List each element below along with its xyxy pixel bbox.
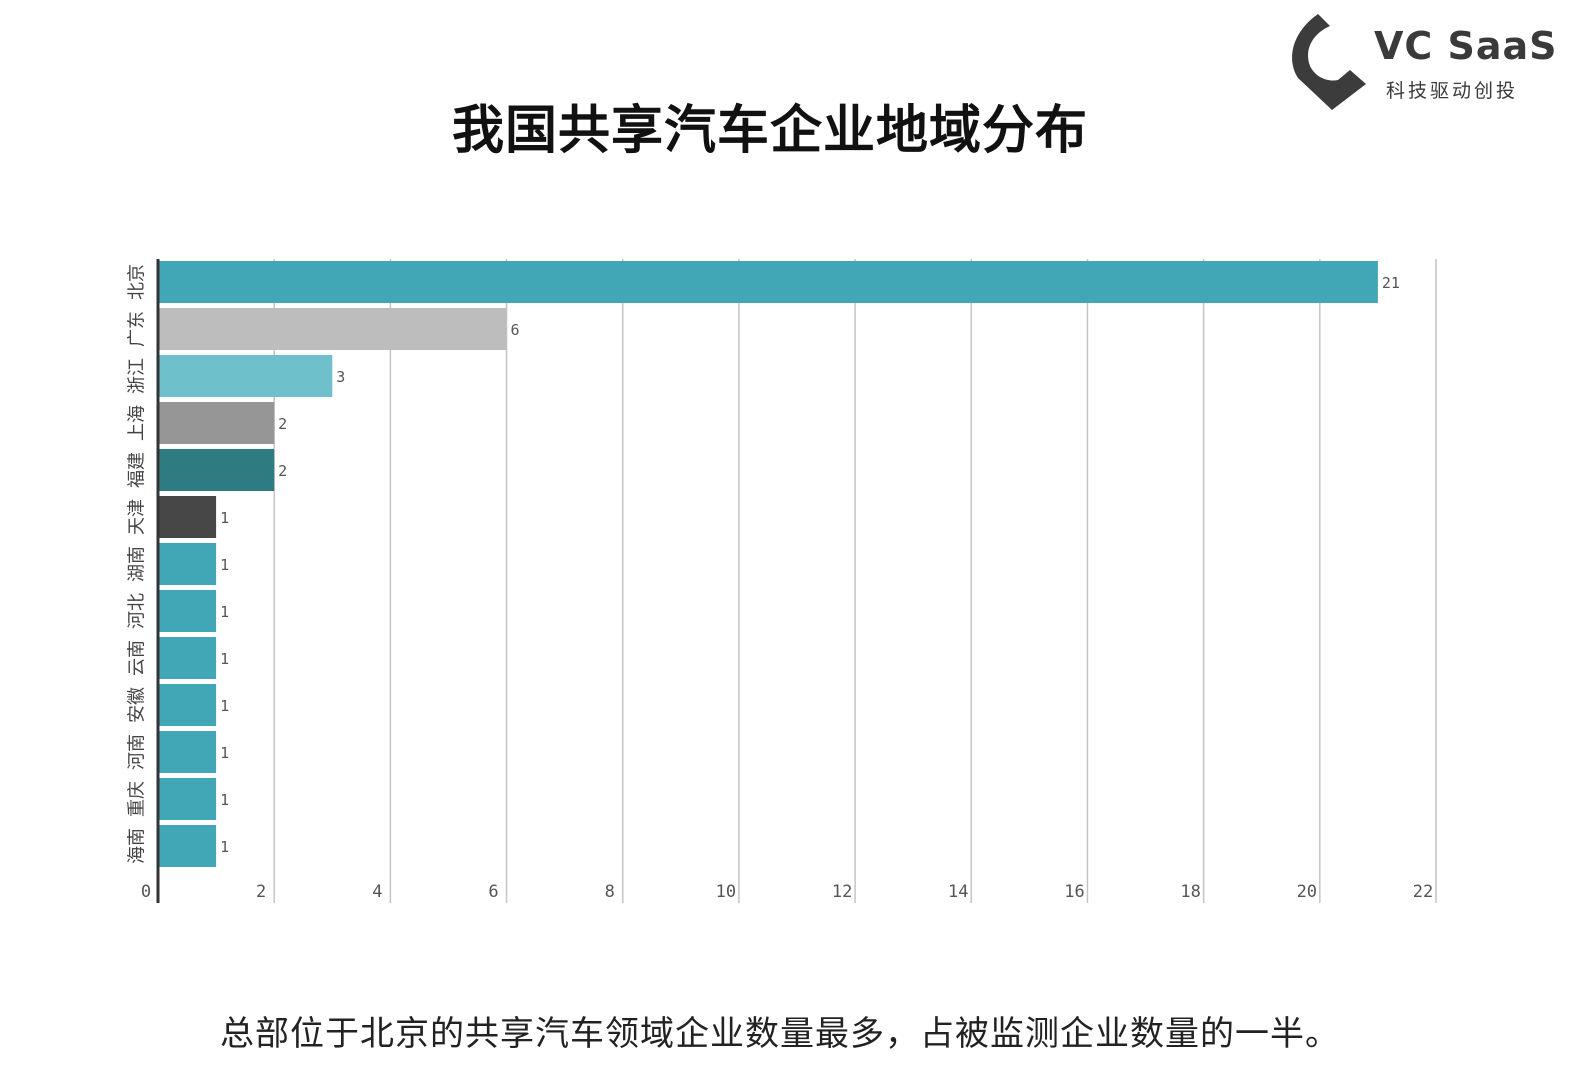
x-tick-label: 6	[488, 882, 498, 902]
bar	[158, 590, 217, 632]
bar	[158, 496, 217, 538]
x-tick-label: 16	[1064, 882, 1084, 902]
x-tick-label: 4	[372, 882, 382, 902]
data-label: 1	[220, 838, 229, 856]
bar	[158, 449, 275, 491]
bar	[158, 825, 217, 867]
category-label: 湖南	[127, 546, 148, 582]
x-tick-label: 18	[1180, 882, 1200, 902]
chart-caption: 总部位于北京的共享汽车领域企业数量最多，占被监测企业数量的一半。	[220, 1014, 1340, 1054]
page-title: 我国共享汽车企业地域分布	[451, 101, 1088, 161]
data-label: 1	[220, 650, 229, 668]
logo-name: VC SaaS	[1374, 24, 1558, 68]
category-label: 河北	[127, 593, 148, 629]
bar	[158, 731, 217, 773]
bar	[158, 637, 217, 679]
x-tick-label: 8	[605, 882, 615, 902]
category-label: 海南	[127, 828, 148, 864]
category-label: 浙江	[127, 358, 148, 394]
data-label: 1	[220, 556, 229, 574]
category-label: 天津	[127, 499, 148, 535]
category-label: 上海	[127, 405, 148, 441]
bar	[158, 684, 217, 726]
bar	[158, 355, 333, 397]
category-label: 河南	[127, 734, 148, 770]
category-label: 福建	[127, 452, 148, 488]
data-label: 1	[220, 744, 229, 762]
x-tick-label: 12	[832, 882, 852, 902]
bar	[158, 402, 275, 444]
bar	[158, 308, 507, 350]
bar	[158, 778, 217, 820]
x-tick-label: 10	[716, 882, 736, 902]
data-label: 3	[336, 368, 345, 386]
x-tick-label: 2	[256, 882, 266, 902]
category-label: 重庆	[127, 781, 148, 817]
data-label: 6	[511, 321, 520, 339]
data-label: 1	[220, 697, 229, 715]
category-label: 安徽	[127, 687, 148, 723]
bar	[158, 543, 217, 585]
data-label: 2	[278, 462, 287, 480]
x-tick-label: 20	[1297, 882, 1317, 902]
logo-mark-icon	[1292, 14, 1366, 110]
bar-chart: 21 北京 6 广东 3 浙江 2 上海 2 福建 1 天津 1 湖南 1 河北 1 云南 1 安徽 1 河南 1 重庆 1 海南…	[127, 259, 1437, 903]
logo: VC SaaS 科技驱动创投	[1290, 10, 1557, 120]
bar	[158, 261, 1378, 303]
logo-tagline: 科技驱动创投	[1386, 80, 1519, 102]
chart-area: 21 北京 6 广东 3 浙江 2 上海 2 福建 1 天津 1 湖南 1 河北 1 云南 1 安徽 1 河南 1 重庆 1 海南…	[105, 245, 1465, 920]
data-label: 2	[278, 415, 287, 433]
x-tick-label: 14	[948, 882, 968, 902]
x-tick-label: 0	[141, 882, 151, 902]
data-label: 21	[1382, 274, 1400, 292]
category-label: 广东	[127, 311, 148, 347]
category-label: 云南	[127, 640, 148, 676]
category-label: 北京	[127, 264, 148, 300]
data-label: 1	[220, 509, 229, 527]
data-label: 1	[220, 603, 229, 621]
x-tick-label: 22	[1413, 882, 1433, 902]
data-label: 1	[220, 791, 229, 809]
